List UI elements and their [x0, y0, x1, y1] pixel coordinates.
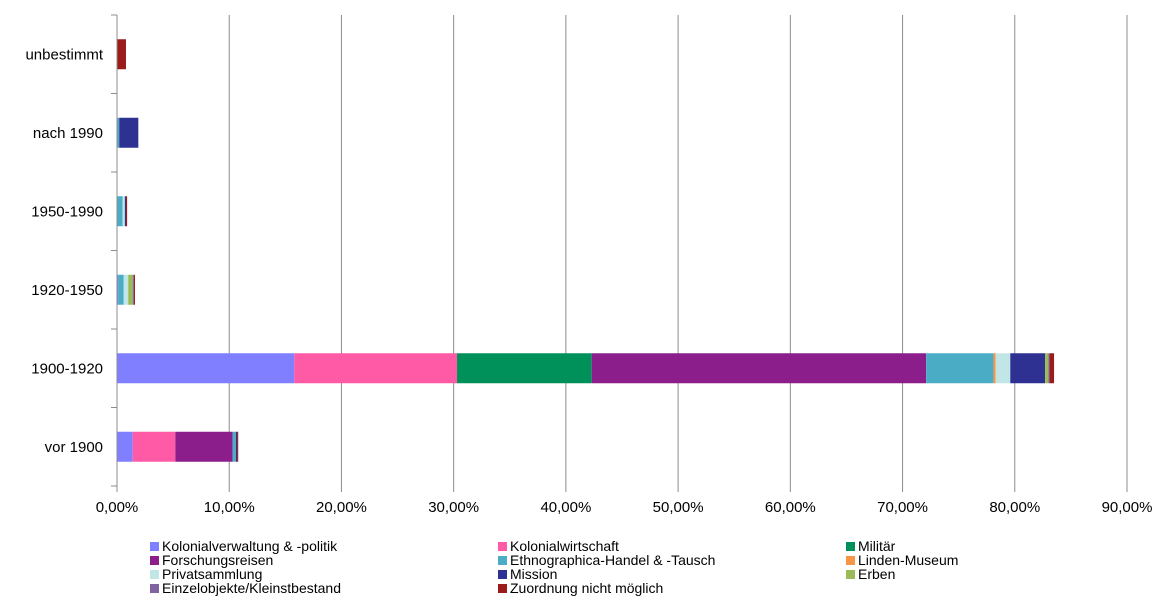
bar-segment	[117, 431, 133, 462]
x-tick-label: 50,00%	[653, 499, 704, 516]
legend-swatch	[150, 570, 159, 579]
x-tick-label: 90,00%	[1102, 499, 1153, 516]
category-label: 1920-1950	[31, 282, 103, 299]
legend-label: Kolonialwirtschaft	[510, 538, 619, 554]
legend-label: Zuordnung nicht möglich	[510, 580, 663, 596]
grid	[228, 15, 1128, 486]
bar-segment	[125, 196, 128, 227]
bar-segment	[117, 39, 126, 70]
bar-segment	[119, 117, 139, 148]
legend-swatch	[150, 556, 159, 565]
bar-segment	[1045, 353, 1049, 384]
category-label: 1900-1920	[31, 360, 103, 377]
x-tick-label: 70,00%	[877, 499, 928, 516]
bar-segment	[457, 353, 592, 384]
category-label: unbestimmt	[25, 46, 103, 63]
x-tick-label: 10,00%	[204, 499, 255, 516]
legend-swatch	[846, 542, 855, 551]
bar-segment	[993, 353, 996, 384]
legend-swatch	[846, 556, 855, 565]
legend-label: Militär	[858, 538, 896, 554]
bar-segment	[133, 274, 135, 305]
bar-segment	[294, 353, 458, 384]
legend-label: Erben	[858, 566, 895, 582]
bar-segment	[1049, 353, 1055, 384]
bar-segment	[117, 196, 123, 227]
category-label: 1950-1990	[31, 203, 103, 220]
bar-segment	[926, 353, 994, 384]
bar-segment	[128, 274, 133, 305]
bar-segment	[123, 274, 129, 305]
legend-label: Kolonialverwaltung & -politik	[162, 538, 338, 554]
legend-swatch	[498, 584, 507, 593]
legend-label: Mission	[510, 566, 557, 582]
bar-segment	[122, 196, 125, 227]
bar-segment	[237, 431, 239, 462]
category-label: vor 1900	[45, 439, 103, 456]
legend: Kolonialverwaltung & -politik Kolonialwir…	[150, 538, 958, 596]
x-tick-label: 40,00%	[540, 499, 591, 516]
bar-segment	[118, 274, 124, 305]
x-tick-label: 0,00%	[96, 499, 139, 516]
legend-label: Forschungsreisen	[162, 552, 273, 568]
bar-segment	[175, 431, 233, 462]
bar-segment	[995, 353, 1011, 384]
x-tick-label: 80,00%	[989, 499, 1040, 516]
bar-segment	[1010, 353, 1046, 384]
bar-segment	[124, 196, 126, 227]
bar-segment	[117, 274, 119, 305]
bar-segment	[132, 431, 176, 462]
legend-swatch	[498, 570, 507, 579]
bar-segment	[235, 431, 238, 462]
bar-segment	[132, 274, 134, 305]
bar-segment	[591, 353, 927, 384]
category-label: nach 1990	[33, 125, 103, 142]
legend-swatch	[150, 584, 159, 593]
legend-swatch	[498, 556, 507, 565]
bar-segment	[117, 353, 295, 384]
legend-label: Privatsammlung	[162, 566, 262, 582]
legend-label: Linden-Museum	[858, 552, 958, 568]
x-tick-label: 60,00%	[765, 499, 816, 516]
legend-swatch	[150, 542, 159, 551]
bar-segment	[232, 431, 236, 462]
legend-label: Einzelobjekte/Kleinstbestand	[162, 580, 341, 596]
axes: 0,00% 10,00% 20,00% 30,00% 40,00% 50,00% 60,00…	[25, 14, 1153, 516]
x-tick-label: 20,00%	[316, 499, 367, 516]
bar-segment	[117, 117, 120, 148]
legend-swatch	[846, 570, 855, 579]
x-tick-label: 30,00%	[428, 499, 479, 516]
legend-label: Ethnographica-Handel & -Tausch	[510, 552, 715, 568]
legend-swatch	[498, 542, 507, 551]
bar-segment	[1048, 353, 1050, 384]
bars	[117, 39, 1055, 462]
